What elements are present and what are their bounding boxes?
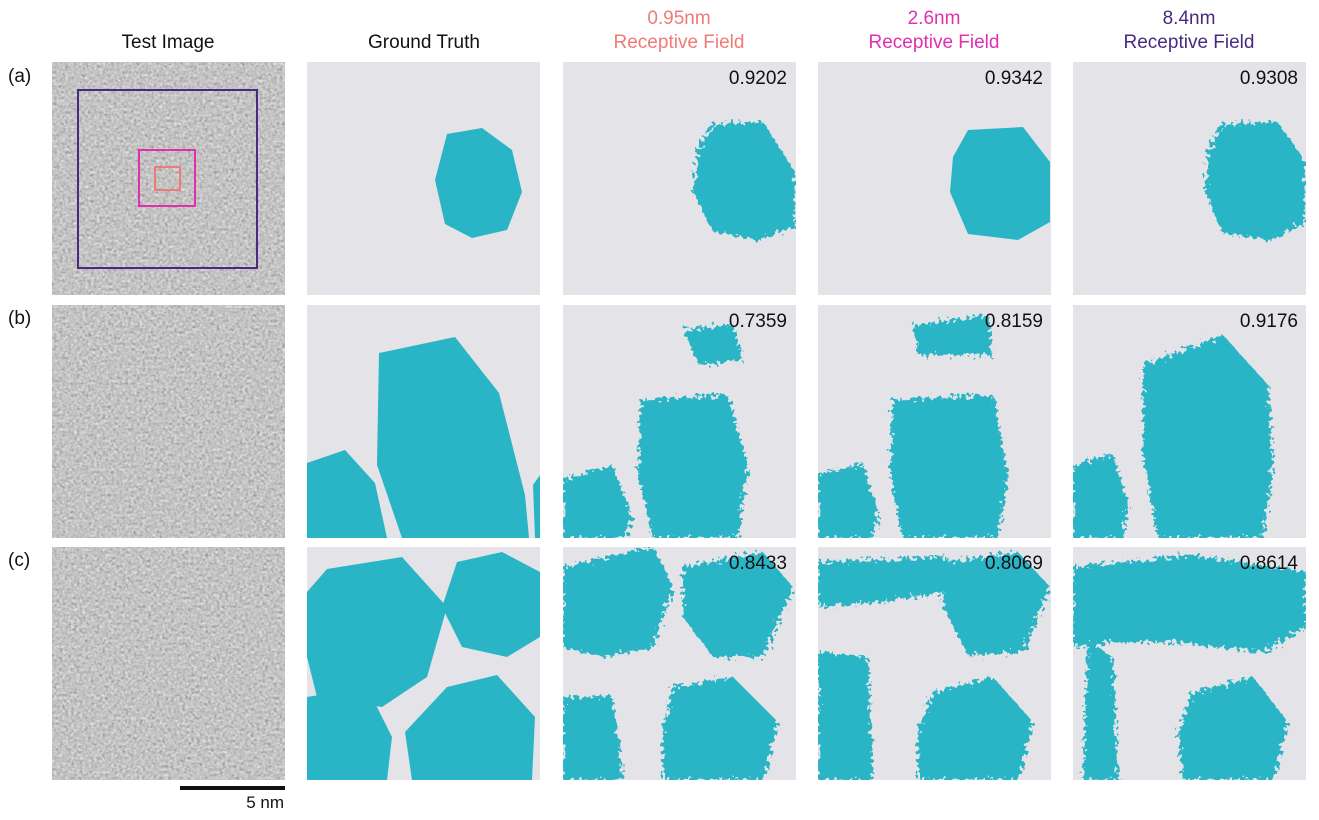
score: 0.8069 bbox=[985, 553, 1043, 574]
scale-bar bbox=[180, 786, 285, 790]
ground-truth bbox=[307, 62, 540, 295]
receptive-box bbox=[77, 89, 258, 269]
score: 0.8433 bbox=[729, 553, 787, 574]
column-size: 0.95nm bbox=[647, 8, 710, 29]
test-image bbox=[52, 305, 285, 538]
ground-truth bbox=[307, 305, 540, 538]
prediction bbox=[1073, 305, 1306, 538]
column-title: Receptive Field bbox=[1124, 32, 1255, 53]
score: 0.8614 bbox=[1240, 553, 1299, 574]
row-label: (b) bbox=[8, 308, 31, 329]
score: 0.9308 bbox=[1240, 68, 1298, 89]
test-image bbox=[52, 547, 285, 780]
prediction bbox=[563, 62, 796, 295]
row-label: (c) bbox=[8, 550, 30, 571]
score: 0.9342 bbox=[985, 68, 1043, 89]
score: 0.9176 bbox=[1240, 311, 1298, 332]
prediction bbox=[818, 62, 1051, 295]
column-title: Receptive Field bbox=[869, 32, 1000, 53]
prediction bbox=[1073, 62, 1306, 295]
test-image bbox=[52, 62, 285, 295]
score: 0.9202 bbox=[729, 68, 787, 89]
prediction bbox=[563, 305, 796, 538]
receptive-box bbox=[154, 166, 181, 191]
score: 0.7359 bbox=[729, 311, 787, 332]
ground-truth bbox=[307, 547, 540, 780]
scale-label: 5 nm bbox=[246, 793, 284, 812]
prediction bbox=[563, 547, 796, 780]
prediction bbox=[818, 547, 1051, 780]
prediction bbox=[818, 305, 1051, 538]
column-size: 8.4nm bbox=[1163, 8, 1216, 29]
column-title: Test Image bbox=[122, 32, 215, 53]
prediction bbox=[1073, 547, 1306, 780]
column-title: Ground Truth bbox=[368, 32, 480, 53]
column-size: 2.6nm bbox=[908, 8, 961, 29]
row-label: (a) bbox=[8, 66, 31, 87]
receptive-box bbox=[138, 149, 196, 207]
score: 0.8159 bbox=[985, 311, 1043, 332]
column-title: Receptive Field bbox=[614, 32, 745, 53]
